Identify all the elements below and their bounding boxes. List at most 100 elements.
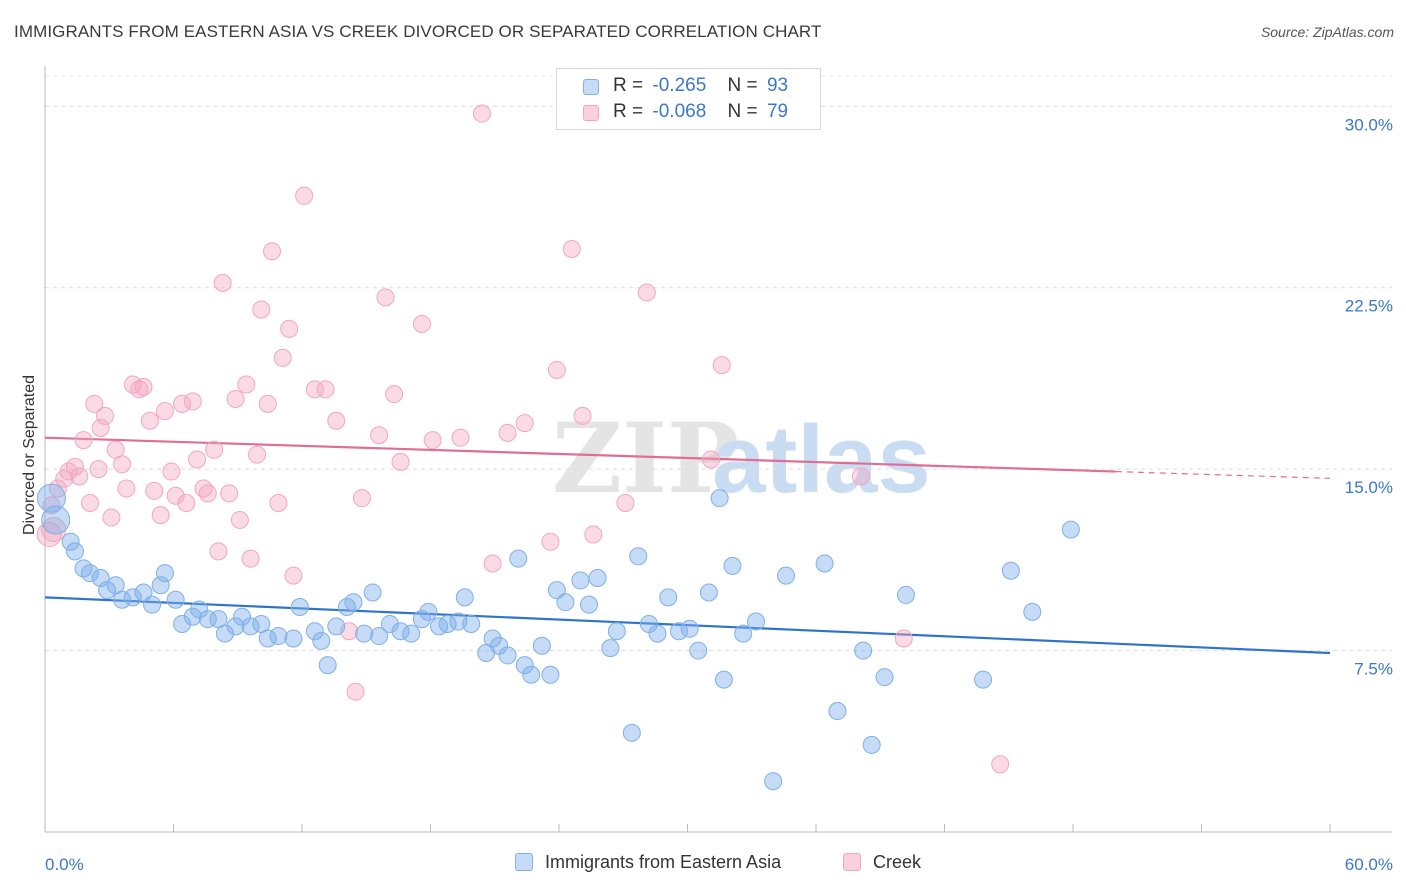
point-creek — [74, 431, 93, 450]
point-creek — [65, 457, 84, 476]
point-eastern-asia — [689, 641, 708, 660]
point-creek — [230, 510, 249, 529]
point-creek — [151, 506, 170, 525]
point-creek — [295, 186, 314, 205]
source-credit: Source: ZipAtlas.com — [1260, 24, 1394, 40]
point-eastern-asia — [815, 554, 834, 573]
legend-r-value: -0.265 — [652, 75, 707, 96]
point-creek — [263, 242, 282, 261]
point-creek — [423, 431, 442, 450]
watermark: ZIP atlas — [552, 402, 931, 515]
point-eastern-asia — [579, 595, 598, 614]
trendline-creek — [44, 436, 1116, 473]
point-eastern-asia — [777, 566, 796, 585]
point-creek — [515, 414, 534, 433]
point-creek — [42, 496, 61, 515]
point-creek — [220, 484, 239, 503]
point-eastern-asia — [380, 614, 399, 633]
legend-label-creek: Creek — [873, 852, 922, 872]
point-creek — [702, 450, 721, 469]
point-creek — [198, 484, 217, 503]
point-eastern-asia — [155, 564, 174, 583]
y-tick-label: 22.5% — [1345, 297, 1393, 316]
point-eastern-asia — [151, 576, 170, 595]
point-eastern-asia — [659, 588, 678, 607]
point-eastern-asia — [113, 590, 132, 609]
point-creek — [991, 755, 1010, 774]
point-creek — [894, 629, 913, 648]
point-eastern-asia — [412, 610, 431, 629]
point-eastern-asia — [269, 627, 288, 646]
point-creek — [241, 549, 260, 568]
point-creek — [498, 423, 517, 442]
legend-label-eastern-asia: Immigrants from Eastern Asia — [545, 852, 782, 872]
point-creek — [269, 494, 288, 513]
point-creek — [391, 452, 410, 471]
point-creek — [584, 525, 603, 544]
point-creek — [616, 494, 635, 513]
legend-swatch-creek — [583, 105, 599, 121]
point-creek — [316, 380, 335, 399]
point-creek — [213, 273, 232, 292]
point-eastern-asia — [41, 505, 71, 535]
point-creek — [209, 542, 228, 561]
point-creek — [145, 481, 164, 500]
point-eastern-asia — [312, 631, 331, 650]
point-eastern-asia — [747, 612, 766, 631]
trendline-creek-extension — [1115, 470, 1331, 479]
point-creek — [166, 486, 185, 505]
point-creek — [113, 455, 132, 474]
series-legend: Immigrants from Eastern Asia Creek — [0, 852, 1406, 878]
legend-r-value: -0.068 — [652, 101, 707, 122]
point-creek — [273, 348, 292, 367]
point-creek — [226, 389, 245, 408]
point-eastern-asia — [198, 610, 217, 629]
point-creek — [102, 508, 121, 527]
point-creek — [177, 494, 196, 513]
point-eastern-asia — [723, 556, 742, 575]
point-eastern-asia — [710, 489, 729, 508]
point-eastern-asia — [402, 624, 421, 643]
legend-n-value: 79 — [766, 101, 789, 122]
point-creek — [280, 319, 299, 338]
point-eastern-asia — [556, 593, 575, 612]
point-eastern-asia — [571, 571, 590, 590]
point-eastern-asia — [588, 569, 607, 587]
y-tick-label: 15.0% — [1345, 478, 1393, 497]
point-eastern-asia — [391, 622, 410, 641]
trendlines — [44, 436, 1331, 655]
y-axis-label: Divorced or Separated — [21, 375, 38, 535]
point-eastern-asia — [509, 549, 528, 568]
point-creek — [385, 385, 404, 404]
point-eastern-asia — [828, 702, 847, 721]
point-eastern-asia — [173, 614, 192, 633]
point-eastern-asia — [438, 614, 457, 633]
point-eastern-asia — [61, 532, 80, 551]
point-eastern-asia — [622, 723, 641, 742]
point-eastern-asia — [215, 624, 234, 643]
point-creek — [412, 315, 431, 333]
point-eastern-asia — [862, 735, 881, 754]
axes — [44, 66, 1392, 833]
point-eastern-asia — [601, 639, 620, 658]
point-eastern-asia — [875, 668, 894, 687]
legend-swatch-eastern-asia — [583, 79, 599, 95]
legend-r-label: R = — [613, 101, 644, 122]
point-creek — [352, 489, 371, 508]
point-creek — [188, 450, 207, 469]
point-creek — [183, 392, 202, 411]
point-eastern-asia — [541, 665, 560, 684]
point-creek — [155, 402, 174, 421]
point-creek — [173, 394, 192, 413]
point-eastern-asia — [344, 593, 363, 612]
point-eastern-asia — [896, 585, 915, 604]
point-creek — [562, 240, 581, 259]
chart-title: IMMIGRANTS FROM EASTERN ASIA VS CREEK DI… — [14, 22, 822, 41]
point-eastern-asia — [648, 624, 667, 643]
point-creek — [162, 462, 181, 481]
point-eastern-asia — [498, 646, 517, 665]
point-creek — [117, 479, 136, 498]
point-eastern-asia — [1001, 561, 1020, 580]
point-eastern-asia — [714, 670, 733, 689]
